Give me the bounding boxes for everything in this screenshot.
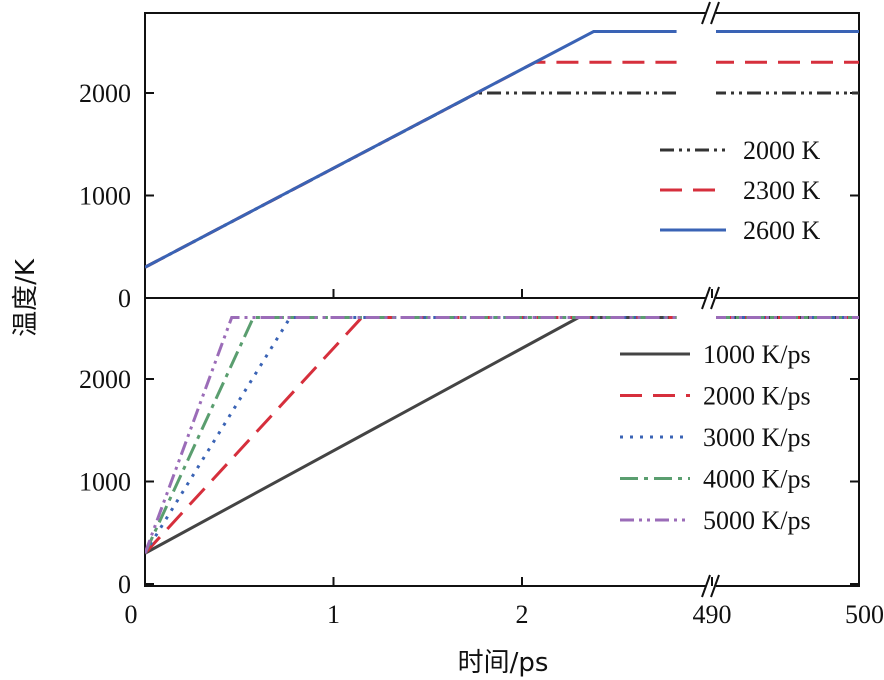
axis-break-gap	[706, 10, 716, 16]
x-tick-label: 2	[516, 600, 529, 629]
legend-label-2000-k-ps: 2000 K/ps	[703, 382, 811, 411]
x-tick-label: 500	[845, 600, 884, 629]
legend-label-4000-k-ps: 4000 K/ps	[703, 465, 811, 494]
y-tick-label: 2000	[79, 79, 131, 108]
x-tick-label: 490	[693, 600, 732, 629]
x-tick-label: 0	[125, 600, 138, 629]
y-tick-label: 1000	[79, 468, 131, 497]
axis-break-slash	[710, 1, 720, 25]
x-axis-title: 时间/ps	[458, 648, 549, 678]
legend-label-3000-k-ps: 3000 K/ps	[703, 423, 811, 452]
legend-label-2600-k: 2600 K	[743, 216, 821, 245]
axis-break-slash	[710, 286, 720, 310]
x-tick-label: 1	[327, 600, 340, 629]
x-axis-ticks: 0 1 2 490 500	[125, 1, 884, 629]
y-tick-label: 2000	[79, 365, 131, 394]
series-line-2600-k	[145, 30, 859, 269]
y-tick-label: 0	[118, 284, 131, 313]
legend-label-2300-k: 2300 K	[743, 176, 821, 205]
series-group	[145, 30, 859, 269]
axis-break-slash	[701, 1, 711, 25]
legend-label-1000-k-ps: 1000 K/ps	[703, 340, 811, 369]
y-tick-label: 1000	[79, 182, 131, 211]
plot-frame	[144, 297, 860, 587]
axis-break-slash	[710, 574, 720, 598]
axis-break-slash	[701, 286, 711, 310]
axis-break-slash	[701, 574, 711, 598]
bottom-panel: 0 1000 2000 1000 K/ps 2000 K/ps 3000 K/ps 4000…	[79, 297, 860, 599]
series-line-3000-k-ps	[145, 316, 859, 555]
legend-label-5000-k-ps: 5000 K/ps	[703, 506, 811, 535]
y-tick-label: 0	[118, 570, 131, 599]
series-line-5000-k-ps	[145, 316, 859, 554]
axis-break-gap	[706, 15, 716, 296]
legend-label-2000-k: 2000 K	[743, 136, 821, 165]
top-panel: 0 1000 2000 2000 K 2300 K 2600 K	[79, 12, 860, 313]
series-group	[145, 316, 859, 555]
axis-break-gap	[706, 300, 716, 584]
y-axis-title: 温度/K	[11, 258, 41, 337]
